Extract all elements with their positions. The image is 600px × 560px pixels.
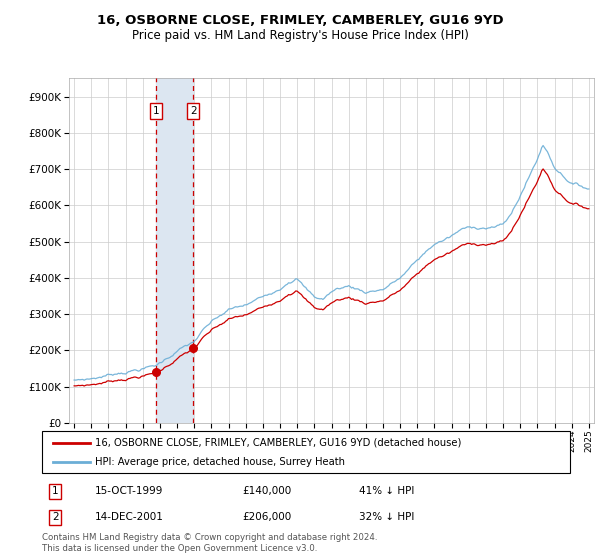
Text: Price paid vs. HM Land Registry's House Price Index (HPI): Price paid vs. HM Land Registry's House … (131, 29, 469, 42)
Text: 1: 1 (153, 106, 160, 116)
Text: 15-OCT-1999: 15-OCT-1999 (95, 486, 163, 496)
Text: 32% ↓ HPI: 32% ↓ HPI (359, 512, 414, 522)
Text: £206,000: £206,000 (242, 512, 292, 522)
Text: Contains HM Land Registry data © Crown copyright and database right 2024.
This d: Contains HM Land Registry data © Crown c… (42, 533, 377, 553)
Text: 16, OSBORNE CLOSE, FRIMLEY, CAMBERLEY, GU16 9YD: 16, OSBORNE CLOSE, FRIMLEY, CAMBERLEY, G… (97, 14, 503, 27)
Text: 16, OSBORNE CLOSE, FRIMLEY, CAMBERLEY, GU16 9YD (detached house): 16, OSBORNE CLOSE, FRIMLEY, CAMBERLEY, G… (95, 437, 461, 447)
Text: HPI: Average price, detached house, Surrey Heath: HPI: Average price, detached house, Surr… (95, 457, 345, 467)
Text: 14-DEC-2001: 14-DEC-2001 (95, 512, 164, 522)
Text: 2: 2 (190, 106, 197, 116)
Text: 2: 2 (52, 512, 59, 522)
Bar (157, 78, 193, 423)
Text: 41% ↓ HPI: 41% ↓ HPI (359, 486, 414, 496)
FancyBboxPatch shape (42, 431, 570, 473)
Text: £140,000: £140,000 (242, 486, 292, 496)
Text: 1: 1 (52, 486, 59, 496)
